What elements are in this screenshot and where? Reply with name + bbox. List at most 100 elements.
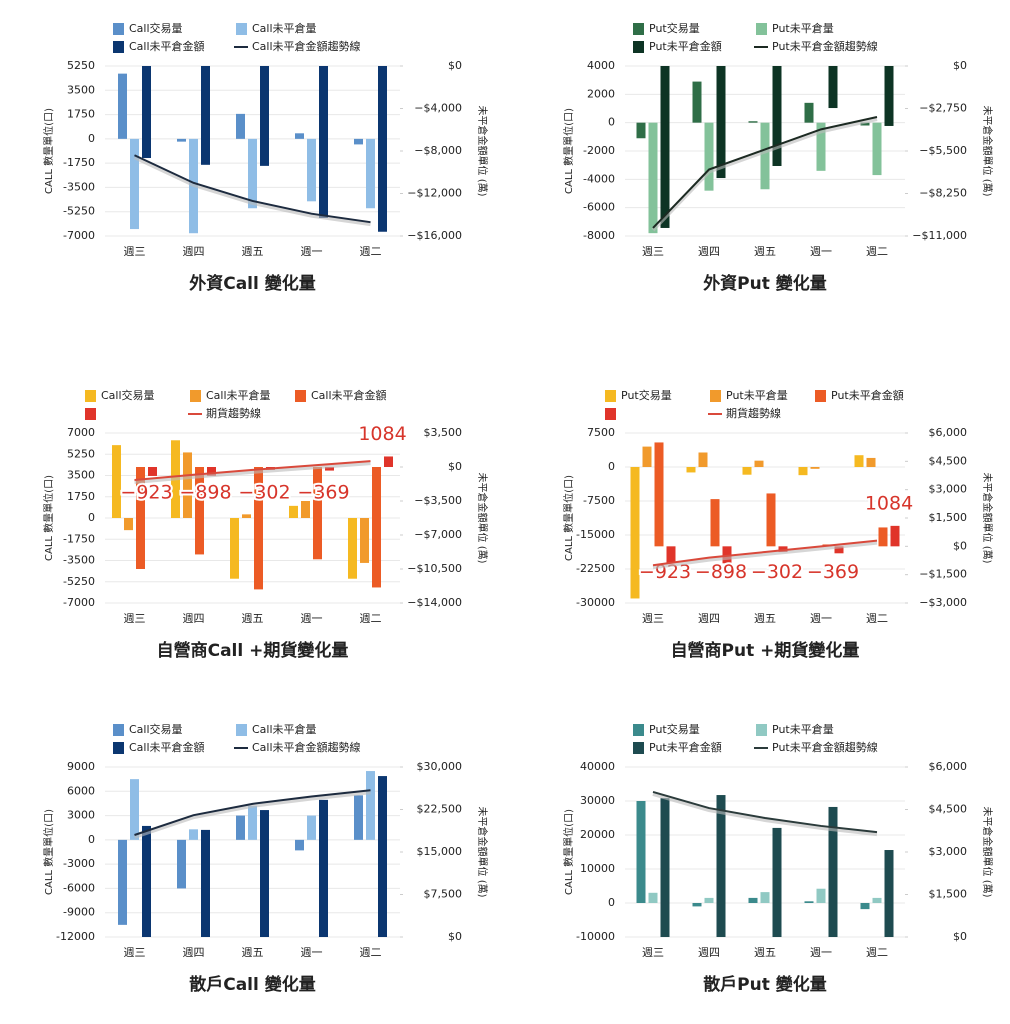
trend-line xyxy=(652,539,878,567)
bar xyxy=(748,121,758,123)
legend-label: Put未平倉金額趨勢線 xyxy=(772,39,878,53)
x-tick-label: 週一 xyxy=(301,245,323,258)
bar xyxy=(207,467,216,476)
legend-swatch xyxy=(605,408,616,420)
y2-axis-label: 未平倉金額單位 (萬) xyxy=(981,106,994,197)
bar xyxy=(260,66,269,166)
y2-tick-label: $3,000 xyxy=(929,483,968,496)
y-axis-label: CALL 數量單位(口) xyxy=(562,809,575,895)
trend-line-shadow xyxy=(652,792,878,837)
y2-tick-label: −$7,000 xyxy=(414,528,462,541)
bar xyxy=(834,546,844,554)
legend-label: Put未平倉金額 xyxy=(649,39,722,53)
value-label: −369 xyxy=(297,482,349,504)
legend-swatch xyxy=(295,390,306,402)
bar xyxy=(766,493,776,547)
y-tick-label: -6000 xyxy=(583,201,615,214)
legend-swatch xyxy=(633,742,644,754)
bar xyxy=(866,457,876,467)
bar xyxy=(884,850,894,937)
bar xyxy=(654,442,664,547)
bar xyxy=(716,795,726,937)
x-tick-label: 週三 xyxy=(124,245,146,258)
y2-tick-label: −$8,250 xyxy=(919,187,967,200)
bar xyxy=(366,771,375,840)
x-tick-label: 週四 xyxy=(183,946,205,959)
y2-tick-label: $6,000 xyxy=(929,426,968,439)
y-tick-label: -6000 xyxy=(63,881,95,894)
chart-panel: 9000 6000 3000 0 -3000 -6000 -9000 -12000 $30,00… xyxy=(42,722,489,995)
y-tick-label: -7500 xyxy=(583,494,615,507)
bar xyxy=(248,805,257,840)
legend-label: Put未平倉金額趨勢線 xyxy=(772,740,878,754)
legend-label: Put未平倉量 xyxy=(772,722,834,736)
bar xyxy=(872,122,882,176)
y-tick-label: -30000 xyxy=(576,596,615,609)
y2-tick-label: $0 xyxy=(448,930,462,943)
bar xyxy=(828,806,838,937)
chart-panel: 7000 5250 3500 1750 0 -1750 -3500 -5250 -7000 $3,… xyxy=(42,388,489,661)
y-tick-label: 5250 xyxy=(67,59,95,72)
bar xyxy=(112,445,121,518)
x-tick-label: 週四 xyxy=(183,245,205,258)
trend-line xyxy=(134,789,371,836)
y-tick-label: 1750 xyxy=(67,490,95,503)
bar xyxy=(722,546,732,564)
trend-line-shadow xyxy=(651,117,878,232)
legend-label: Put未平倉金額 xyxy=(649,740,722,754)
bar xyxy=(378,776,387,937)
y2-tick-label: $1,500 xyxy=(929,511,968,524)
bar xyxy=(354,795,363,840)
bar xyxy=(816,122,826,171)
legend-label: 期貨趨勢線 xyxy=(726,406,781,420)
value-label: −302 xyxy=(238,482,290,504)
trend-line-shadow xyxy=(134,461,371,485)
legend-label: Call未平倉金額 xyxy=(311,388,387,402)
legend-label: Call未平倉金額 xyxy=(129,740,205,754)
y2-tick-label: −$12,000 xyxy=(407,187,462,200)
y2-tick-label: $7,500 xyxy=(424,888,463,901)
bar xyxy=(828,66,838,109)
bar xyxy=(295,133,304,139)
legend-swatch xyxy=(190,390,201,402)
legend-label: Call未平倉量 xyxy=(252,722,317,736)
y2-tick-label: $0 xyxy=(953,930,967,943)
bar xyxy=(118,839,127,925)
x-tick-label: 週四 xyxy=(698,612,720,625)
bar xyxy=(760,892,770,903)
y-axis-label: CALL 數量單位(口) xyxy=(562,475,575,561)
legend-swatch xyxy=(710,390,721,402)
chart-panel: 40000 30000 20000 10000 0 -10000 $6,000 $4,500 $… xyxy=(562,722,994,995)
y-tick-label: 0 xyxy=(88,132,95,145)
y-tick-label: -7000 xyxy=(63,596,95,609)
y-tick-label: 0 xyxy=(88,833,95,846)
bar xyxy=(772,66,782,166)
bar xyxy=(236,113,245,139)
bar xyxy=(148,467,157,476)
y2-tick-label: −$5,500 xyxy=(919,144,967,157)
y-tick-label: -10000 xyxy=(576,930,615,943)
trend-line-shadow xyxy=(133,790,371,839)
legend-label: Call交易量 xyxy=(101,388,155,402)
bar xyxy=(384,456,393,467)
chart-panel: 7500 0 -7500 -15000 -22500 -30000 $6,000 $4,500… xyxy=(562,388,994,661)
bar xyxy=(136,467,145,569)
legend-label: Put交易量 xyxy=(649,21,700,35)
bar xyxy=(177,138,186,142)
y-tick-label: 1750 xyxy=(67,108,95,121)
bar xyxy=(884,66,894,126)
x-tick-label: 週三 xyxy=(124,612,146,625)
y2-tick-label: $6,000 xyxy=(929,760,968,773)
bar xyxy=(313,467,322,560)
chart-panel: 4000 2000 0 -2000 -4000 -6000 -8000 $0 −$2,750 −$… xyxy=(562,21,994,294)
y-tick-label: -4000 xyxy=(583,172,615,185)
chart-panel: 5250 3500 1750 0 -1750 -3500 -5250 -7000 $0 −$4,0… xyxy=(42,21,489,294)
legend-label: 期貨趨勢線 xyxy=(206,406,261,420)
bar xyxy=(748,897,758,903)
y-tick-label: -3500 xyxy=(63,554,95,567)
bar xyxy=(354,138,363,145)
trend-line xyxy=(134,460,371,482)
y2-tick-label: $22,500 xyxy=(417,803,463,816)
bar xyxy=(230,518,239,579)
